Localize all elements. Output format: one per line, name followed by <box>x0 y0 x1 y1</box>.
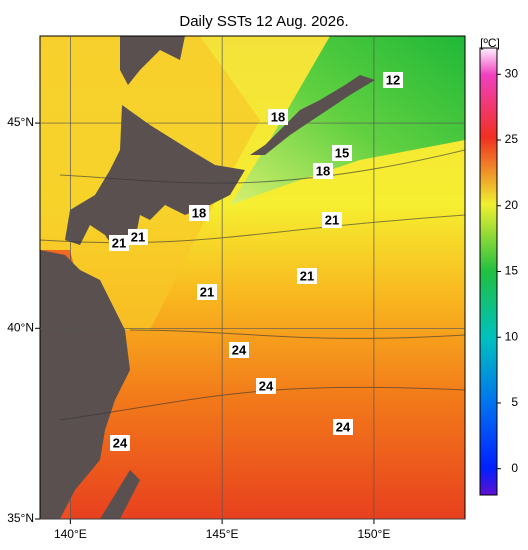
title: Daily SSTs 12 Aug. 2026. <box>179 13 348 30</box>
land-izu <box>100 470 140 519</box>
contour-label: 24 <box>232 342 247 357</box>
colorbar-tick-label: 5 <box>511 395 518 409</box>
land-honshu <box>40 250 130 519</box>
isotherms <box>40 149 465 421</box>
contour-label: 21 <box>131 229 145 244</box>
y-tick-label: 35°N <box>7 511 34 525</box>
contour-label-box <box>197 284 217 300</box>
land-kurils <box>250 75 375 155</box>
map-field <box>40 36 465 519</box>
contour-label: 18 <box>192 205 206 220</box>
colorbar-tick-label: 10 <box>505 329 519 343</box>
land-sakhalin <box>120 36 185 85</box>
contour-label-box <box>332 145 352 161</box>
contour-label: 24 <box>113 435 128 450</box>
contour-label: 24 <box>336 419 351 434</box>
contour-label-box <box>268 109 288 125</box>
contour-label: 21 <box>300 268 314 283</box>
contour-label-box <box>110 435 130 451</box>
contour-label: 12 <box>386 72 400 87</box>
colorbar-tick-label: 15 <box>505 264 519 278</box>
land-hokkaido <box>65 105 245 250</box>
colorbar <box>479 47 498 496</box>
contour-label: 24 <box>259 378 274 393</box>
contour-label: 18 <box>316 163 330 178</box>
contour-label-box <box>109 235 129 251</box>
contour-label-box <box>256 378 276 394</box>
x-tick-label: 150°E <box>358 527 391 541</box>
contour-label-box <box>297 268 317 284</box>
contour-label-box <box>229 342 249 358</box>
contour-label-box <box>128 229 148 245</box>
colorbar-tick-label: 20 <box>505 198 519 212</box>
y-tick-label: 45°N <box>7 115 34 129</box>
contour-label: 21 <box>325 212 339 227</box>
contour-label-box <box>333 419 353 435</box>
colorbar-unit: [ºC] <box>480 36 500 50</box>
x-tick-label: 145°E <box>206 527 239 541</box>
contour-label: 21 <box>200 284 214 299</box>
contour-label: 21 <box>112 235 126 250</box>
contour-label-box <box>383 72 403 88</box>
contour-label-box <box>313 163 333 179</box>
y-tick-label: 40°N <box>7 320 34 334</box>
colorbar-tick-label: 0 <box>511 461 518 475</box>
x-tick-label: 140°E <box>54 527 87 541</box>
contour-label: 15 <box>335 145 349 160</box>
contour-label: 18 <box>271 109 285 124</box>
contour-label-box <box>189 205 209 221</box>
colorbar-tick-label: 30 <box>505 66 519 80</box>
contour-label-box <box>322 212 342 228</box>
colorbar-tick-label: 25 <box>505 132 519 146</box>
cold-water <box>230 36 465 205</box>
